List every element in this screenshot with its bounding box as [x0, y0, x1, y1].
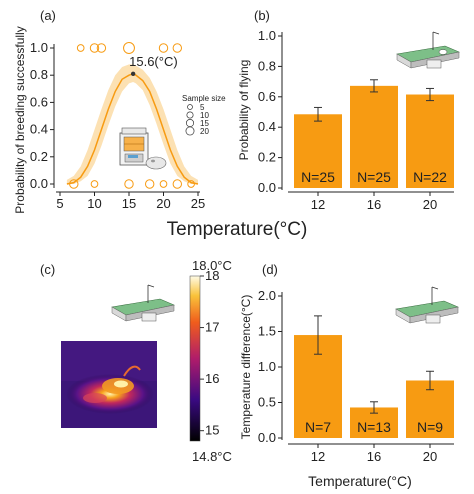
legend-marker — [186, 111, 194, 119]
y-tick-label: 0.8 — [30, 67, 48, 82]
thermal-image — [61, 341, 157, 428]
flight-mill-icon — [396, 31, 460, 69]
colorbar-tick-label: 17 — [205, 320, 219, 335]
sample-point — [159, 180, 168, 188]
y-tick-label: 0.8 — [258, 58, 276, 73]
peak-label: 15.6(°C) — [129, 54, 178, 69]
y-axis-label-b: Probability of flying — [237, 60, 251, 161]
colorbar-min-label: 14.8°C — [192, 449, 232, 464]
sample-point — [123, 42, 135, 54]
panel-c-thermal: 18.0°C 14.8°C 18 17 16 15 — [61, 258, 232, 464]
bar-n-label: N=9 — [417, 419, 443, 435]
sample-points — [69, 42, 195, 189]
colorbar-tick-label: 16 — [205, 371, 219, 386]
y-axis-label-a: Probability of breeding successfully — [13, 26, 27, 213]
sample-point — [90, 180, 99, 188]
sample-point — [124, 179, 134, 189]
y-tick-label: 0.5 — [258, 395, 276, 410]
colorbar-tick-label: 15 — [205, 423, 219, 438]
y-tick-label: 1.0 — [30, 40, 48, 55]
panel-label-a: (a) — [40, 8, 56, 23]
bar — [406, 94, 454, 188]
panel-label-b: (b) — [254, 8, 270, 23]
bar-n-label: N=22 — [413, 169, 447, 185]
sample-point — [96, 43, 107, 53]
x-axis-label-d: Temperature(°C) — [308, 473, 412, 489]
y-tick-label: 0.4 — [30, 122, 48, 137]
legend-marker — [187, 104, 193, 110]
legend-title: Sample size — [182, 94, 226, 103]
x-tick-label: 20 — [423, 197, 437, 212]
axes-a: 0.0 0.2 0.4 0.6 0.8 1.0 5 10 15 20 25 — [30, 40, 205, 211]
flight-mill-icon — [111, 284, 175, 322]
sample-point — [158, 43, 169, 53]
colorbar-max-label: 18.0°C — [192, 258, 232, 273]
sample-point — [76, 44, 85, 52]
bar-n-label: N=25 — [301, 169, 335, 185]
legend-label: 15 — [200, 119, 209, 128]
y-tick-label: 0.2 — [30, 149, 48, 164]
axes-d: 0.0 0.5 1.0 1.5 2.0 12 16 20 — [258, 288, 454, 464]
colorbar-tick-label: 18 — [205, 268, 219, 283]
x-tick-label: 20 — [156, 196, 170, 211]
confidence-band — [66, 64, 199, 184]
legend-label: 10 — [200, 111, 209, 120]
y-axis-label-d: Temperature difference(°C) — [239, 295, 253, 440]
x-tick-label: 12 — [311, 449, 325, 464]
panel-b-chart: N=25 N=25 N=22 0.0 0.2 0.4 0.6 0.8 1.0 12 16 20 Pr… — [237, 28, 460, 212]
sample-point — [69, 179, 79, 189]
x-tick-label: 5 — [56, 196, 63, 211]
legend-label: 20 — [200, 127, 209, 136]
y-tick-label: 0.2 — [258, 150, 276, 165]
bar-n-label: N=7 — [305, 419, 331, 435]
legend-label: 5 — [200, 103, 205, 112]
panel-d-chart: N=7 N=13 N=9 0.0 0.5 1.0 1.5 2.0 12 16 20 Tempera… — [239, 286, 459, 489]
y-tick-label: 0.6 — [258, 89, 276, 104]
panel-label-d: (d) — [262, 262, 278, 277]
y-tick-label: 0.6 — [30, 94, 48, 109]
y-tick-label: 0.4 — [258, 119, 276, 134]
x-tick-label: 12 — [311, 197, 325, 212]
legend-marker — [185, 118, 195, 128]
x-tick-label: 15 — [122, 196, 136, 211]
y-tick-label: 0.0 — [258, 180, 276, 195]
flight-mill-icon — [395, 286, 459, 324]
bar — [294, 114, 342, 188]
y-tick-label: 0.0 — [30, 176, 48, 191]
panel-label-c: (c) — [40, 262, 55, 277]
sample-point — [172, 43, 183, 53]
y-tick-label: 1.0 — [258, 359, 276, 374]
bar-n-label: N=13 — [357, 419, 391, 435]
sample-point — [187, 180, 195, 188]
x-axis-label-top: Temperature(°C) — [167, 219, 308, 240]
legend-marker — [185, 126, 195, 136]
x-tick-label: 16 — [367, 449, 381, 464]
y-tick-label: 2.0 — [258, 288, 276, 303]
sample-point — [172, 179, 183, 189]
x-tick-label: 10 — [87, 196, 101, 211]
axes-b: 0.0 0.2 0.4 0.6 0.8 1.0 12 16 20 — [258, 28, 454, 212]
sample-point — [144, 179, 155, 189]
peak-marker — [130, 71, 136, 77]
sample-point — [89, 43, 100, 53]
y-tick-label: 1.5 — [258, 324, 276, 339]
panel-a-chart: 15.6(°C) 0.00.20.40.60.81.05 10 15 20 25 Pro… — [13, 26, 226, 213]
x-tick-label: 20 — [423, 449, 437, 464]
colorbar: 18.0°C 14.8°C 18 17 16 15 — [189, 258, 232, 464]
x-tick-label: 25 — [191, 196, 205, 211]
y-tick-label: 1.0 — [258, 28, 276, 43]
bar-n-label: N=25 — [357, 169, 391, 185]
y-tick-label: 0.0 — [258, 430, 276, 445]
x-tick-label: 16 — [367, 197, 381, 212]
bar — [350, 85, 398, 188]
incubator-icon — [119, 127, 167, 170]
